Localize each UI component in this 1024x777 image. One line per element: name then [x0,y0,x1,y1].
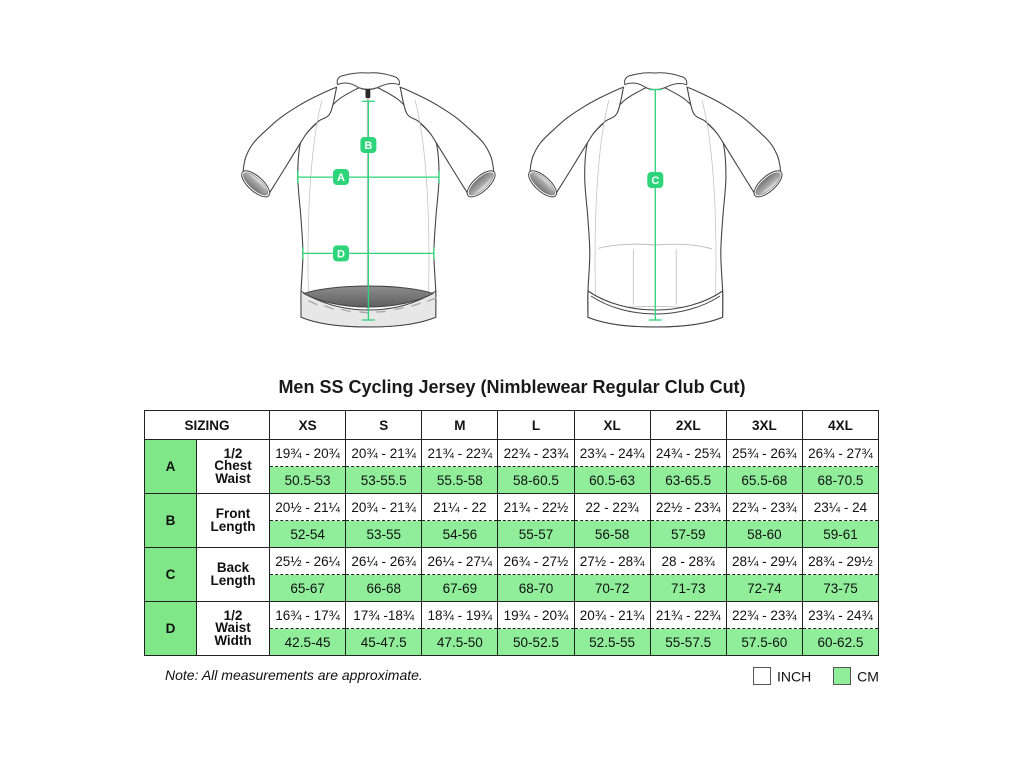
svg-text:A: A [337,172,345,184]
svg-text:D: D [337,248,345,260]
svg-text:C: C [651,175,659,187]
svg-text:B: B [364,140,372,152]
